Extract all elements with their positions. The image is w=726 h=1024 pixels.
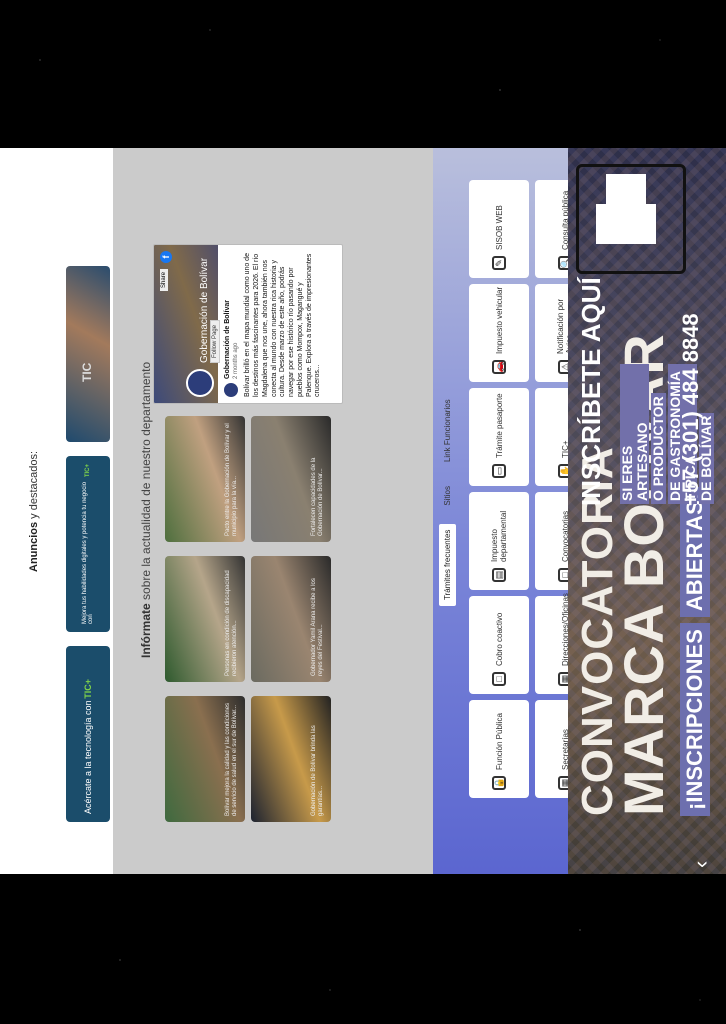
tramite-label: Impuesto departamental <box>490 510 508 562</box>
ad-card-3-text: Acércate a la tecnología con <box>83 700 93 814</box>
page-viewport: Anuncios y destacados: Acércate a la tec… <box>0 148 726 874</box>
tramites-tabs: Trámites frecuentes Sitios Link Funciona… <box>439 393 456 606</box>
receipt-icon: ▤ <box>492 568 506 582</box>
news-title: Infórmate sobre la actualidad de nuestro… <box>139 362 153 658</box>
tab-link-funcionarios[interactable]: Link Funcionarios <box>443 399 452 463</box>
hero-artisan-line: SI ERES ARTESANO <box>619 364 650 504</box>
tramite-card-pasaporte[interactable]: ▭ Trámite pasaporte <box>469 388 529 486</box>
ad-card-1-text: TIC <box>80 362 94 382</box>
news-card-text: Bolívar mejora la calidad y las condicio… <box>224 702 238 816</box>
lock-icon: 🔒 <box>492 776 506 790</box>
news-card[interactable]: Gobernación de Bolívar brinda las garant… <box>251 696 331 822</box>
news-card-text: Fortalecen capacidades de la Gobernación… <box>310 457 324 536</box>
news-card[interactable]: Pacto entre la Gobernación de Bolívar y … <box>165 416 245 542</box>
facebook-post: Gobernación de Bolívar 2 months ago Bolí… <box>218 245 329 403</box>
carousel-prev-arrow[interactable]: ‹ <box>688 860 713 868</box>
news-card-text: Pacto entre la Gobernación de Bolívar y … <box>224 423 238 536</box>
ad-card-2[interactable]: Mejora tus habilidades digitales y poten… <box>66 456 110 632</box>
ads-title: Anuncios y destacados: <box>28 451 40 572</box>
hero-phone: +57 (301) 484 8848 <box>678 313 703 506</box>
rotated-page: Anuncios y destacados: Acércate a la tec… <box>0 148 726 874</box>
news-card[interactable]: Fortalecen capacidades de la Gobernación… <box>251 416 331 542</box>
tramite-label: Cobro coactivo <box>494 612 504 666</box>
ad-card-2-tic: TIC+ <box>85 464 91 478</box>
tramite-card-impuesto-departamental[interactable]: ▤ Impuesto departamental <box>469 492 529 590</box>
tramite-card-funcion-publica[interactable]: 🔒 Función Pública <box>469 700 529 798</box>
facebook-post-header: Gobernación de Bolívar 2 months ago <box>224 251 240 397</box>
news-card[interactable]: Bolívar mejora la calidad y las condicio… <box>165 696 245 822</box>
passport-icon: ▭ <box>492 464 506 478</box>
pixel-hand-icon <box>576 164 686 274</box>
tramite-label: SISOB WEB <box>494 205 504 250</box>
ad-card-3[interactable]: Acércate a la tecnología con TIC+ <box>66 646 110 822</box>
tab-sitios[interactable]: Sitios <box>443 486 452 506</box>
facebook-post-text: Bolívar brilló en el mapa mundial como u… <box>244 253 322 397</box>
ad-card-2-text: Mejora tus habilidades digitales y poten… <box>82 481 94 624</box>
hero-subtitle-a: ¡INSCRIPCIONES <box>680 623 710 816</box>
facebook-icon: f <box>160 251 172 263</box>
hero-cta: INSCRÍBETE AQUÍ <box>576 277 606 506</box>
news-card-text: Gobernador Yamil Arana recibe a los reye… <box>310 578 324 676</box>
facebook-share-button[interactable]: Share <box>160 269 168 292</box>
document-icon: □ <box>492 672 506 686</box>
facebook-widget[interactable]: Gobernación de Bolívar Follow Page Share… <box>153 244 343 404</box>
news-title-bold: Infórmate <box>139 603 153 658</box>
facebook-cover: Gobernación de Bolívar Follow Page Share… <box>154 245 220 403</box>
ads-row: Acércate a la tecnología con TIC+ Mejora… <box>66 266 110 822</box>
news-title-rest: sobre la actualidad de nuestro departame… <box>139 361 153 604</box>
tramite-label: Función Pública <box>494 713 504 770</box>
tramite-label: Trámite pasaporte <box>494 393 504 458</box>
news-card-text: Personas en condición de discapacidad re… <box>224 570 238 676</box>
tramites-section: Trámites frecuentes Sitios Link Funciona… <box>433 148 595 874</box>
facebook-post-avatar <box>224 383 238 397</box>
tramite-label: Impuesto vehicular <box>494 286 504 354</box>
ads-section: Anuncios y destacados: Acércate a la tec… <box>0 148 113 874</box>
hero-artisan-line: O PRODUCTOR <box>650 393 666 504</box>
hero-banner[interactable]: CONVOCATORIA MARCA BOLIVAR ¡INSCRIPCIONE… <box>568 148 726 874</box>
ad-card-3-tic: TIC+ <box>83 678 93 699</box>
news-card-text: Gobernación de Bolívar brinda las garant… <box>310 725 324 816</box>
news-grid: Bolívar mejora la calidad y las condicio… <box>165 416 331 822</box>
facebook-post-time: 2 months ago <box>232 342 239 379</box>
news-section: Infórmate sobre la actualidad de nuestro… <box>113 148 433 874</box>
facebook-follow-button[interactable]: Follow Page <box>210 319 220 363</box>
hero-subtitle: ¡INSCRIPCIONES ABIERTAS! <box>680 486 710 816</box>
news-card[interactable]: Personas en condición de discapacidad re… <box>165 556 245 682</box>
news-card[interactable]: Gobernador Yamil Arana recibe a los reye… <box>251 556 331 682</box>
ads-title-bold: Anuncios <box>28 521 40 572</box>
tramite-card-cobro-coactivo[interactable]: □ Cobro coactivo <box>469 596 529 694</box>
edit-icon: ✎ <box>492 256 506 270</box>
ads-title-rest: y destacados: <box>28 450 40 522</box>
tramite-card-impuesto-vehicular[interactable]: 🚗 Impuesto vehicular <box>469 284 529 382</box>
hero-subtitle-b: ABIERTAS! <box>680 486 710 618</box>
tramite-card-sisob-web[interactable]: ✎ SISOB WEB <box>469 180 529 278</box>
tab-tramites-frecuentes[interactable]: Trámites frecuentes <box>439 523 456 606</box>
facebook-post-author: Gobernación de Bolívar <box>224 300 231 379</box>
facebook-page-name: Gobernación de Bolívar <box>199 257 210 363</box>
car-icon: 🚗 <box>492 360 506 374</box>
facebook-page-logo <box>186 369 214 397</box>
ad-card-1[interactable]: TIC <box>66 266 110 442</box>
